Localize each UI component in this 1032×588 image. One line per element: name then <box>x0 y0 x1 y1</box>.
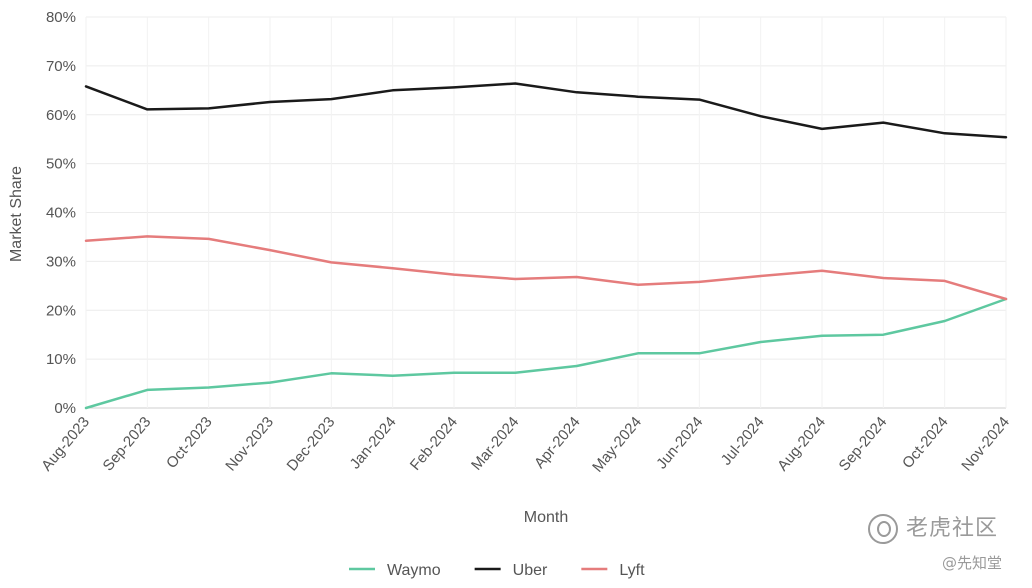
legend-label-uber: Uber <box>513 562 548 579</box>
y-tick-label: 20% <box>46 302 76 319</box>
x-tick-label: Nov-2024 <box>958 414 1013 475</box>
x-tick-label: Sep-2024 <box>836 414 891 475</box>
watermark-main-text: 老虎社区 <box>906 516 999 541</box>
watermark-sub: @先知堂 <box>942 554 1003 572</box>
x-axis-ticks: Aug-2023 Sep-2023 Oct-2023 Nov-2023 Dec-2023… <box>38 414 1013 476</box>
series-line-lyft <box>84 235 1008 301</box>
x-tick-label: May-2024 <box>589 414 645 476</box>
x-tick-label: Jun-2024 <box>653 414 706 473</box>
y-tick-label: 40% <box>46 205 76 222</box>
y-axis-ticks: 0% 10% 20% 30% 40% 50% 60% 70% 80% <box>46 9 76 417</box>
x-tick-label: Dec-2023 <box>284 414 339 475</box>
x-tick-label: Feb-2024 <box>407 414 461 474</box>
x-tick-label: Aug-2023 <box>38 414 93 475</box>
series-line-waymo <box>84 297 1008 410</box>
legend: Waymo Uber Lyft <box>349 562 645 579</box>
gridlines <box>85 16 1007 409</box>
x-tick-label: Apr-2024 <box>531 414 584 472</box>
legend-label-lyft: Lyft <box>619 562 645 579</box>
watermark-main: 老虎社区 <box>868 510 998 544</box>
y-tick-label: 0% <box>54 400 76 417</box>
y-tick-label: 50% <box>46 156 76 173</box>
series-line-uber <box>84 82 1008 139</box>
x-tick-label: Mar-2024 <box>468 414 522 474</box>
y-axis-title: Market Share <box>8 166 25 262</box>
x-tick-label: Aug-2024 <box>774 414 829 475</box>
x-tick-label: Sep-2023 <box>100 414 155 475</box>
legend-label-waymo: Waymo <box>387 562 441 579</box>
y-tick-label: 70% <box>46 58 76 75</box>
y-tick-label: 10% <box>46 351 76 368</box>
y-tick-label: 60% <box>46 107 76 124</box>
y-tick-label: 80% <box>46 9 76 26</box>
brand-logo-icon <box>868 514 898 544</box>
y-tick-label: 30% <box>46 253 76 270</box>
x-tick-label: Oct-2024 <box>899 414 952 472</box>
x-tick-label: Jan-2024 <box>346 414 399 473</box>
x-axis-title: Month <box>524 509 568 526</box>
x-tick-label: Jul-2024 <box>718 414 768 469</box>
series-lines <box>84 82 1008 410</box>
x-tick-label: Nov-2023 <box>222 414 277 475</box>
x-tick-label: Oct-2023 <box>163 414 216 472</box>
